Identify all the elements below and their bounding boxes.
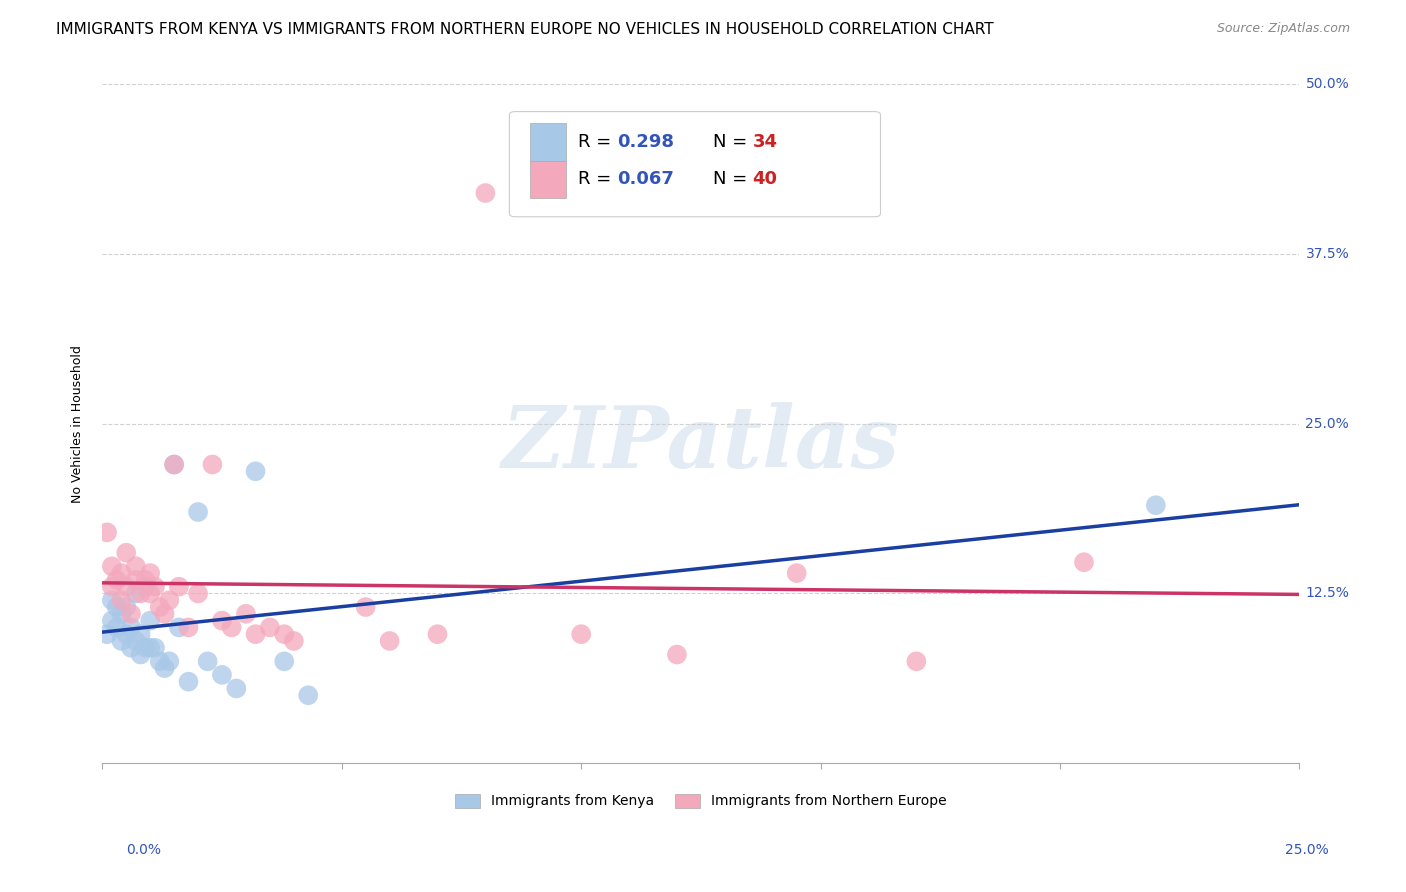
Point [143,580,166,594]
Point [105,620,128,634]
Point [120,640,142,655]
Point [426,627,449,641]
Point [115,580,138,594]
FancyBboxPatch shape [509,112,880,217]
Legend: Immigrants from Kenya, Immigrants from Northern Europe: Immigrants from Kenya, Immigrants from N… [450,788,952,814]
Text: 0.298: 0.298 [617,133,673,151]
Point [153,607,176,621]
Point [1144,498,1167,512]
Text: 25.0%: 25.0% [1306,417,1350,431]
Point [665,648,688,662]
Point [105,600,128,615]
Point [378,634,401,648]
Point [101,559,124,574]
Point [235,607,257,621]
Point [134,640,156,655]
Text: 0.067: 0.067 [617,170,673,188]
Point [211,668,233,682]
Point [474,186,496,200]
Point [157,593,180,607]
Point [273,654,295,668]
Point [354,600,377,615]
Point [283,634,305,648]
Point [187,505,209,519]
Point [125,634,148,648]
Point [129,627,152,641]
Point [167,580,190,594]
Point [120,620,142,634]
Point [297,688,319,702]
Point [125,573,148,587]
Point [149,600,172,615]
Point [569,627,592,641]
Point [245,627,267,641]
Point [115,627,138,641]
Point [101,580,124,594]
Point [187,586,209,600]
Text: 50.0%: 50.0% [1306,78,1350,92]
Point [101,614,124,628]
Point [177,674,200,689]
Point [125,586,148,600]
Point [134,580,156,594]
Point [96,627,118,641]
Point [259,620,281,634]
Point [110,593,132,607]
Point [163,458,186,472]
Point [167,620,190,634]
Text: 37.5%: 37.5% [1306,247,1350,261]
Point [157,654,180,668]
Text: R =: R = [578,170,617,188]
Point [197,654,219,668]
Text: R =: R = [578,133,617,151]
Point [110,566,132,580]
Point [905,654,928,668]
Point [221,620,243,634]
Point [211,614,233,628]
Point [153,661,176,675]
Point [139,614,162,628]
Text: 0.0%: 0.0% [127,843,162,857]
Point [96,525,118,540]
Point [139,640,162,655]
Text: 40: 40 [752,170,778,188]
Text: Source: ZipAtlas.com: Source: ZipAtlas.com [1216,22,1350,36]
Text: N =: N = [713,170,752,188]
Point [139,566,162,580]
Point [115,600,138,615]
Point [177,620,200,634]
Text: 34: 34 [752,133,778,151]
Point [273,627,295,641]
Text: IMMIGRANTS FROM KENYA VS IMMIGRANTS FROM NORTHERN EUROPE NO VEHICLES IN HOUSEHOL: IMMIGRANTS FROM KENYA VS IMMIGRANTS FROM… [56,22,994,37]
Text: ZIPatlas: ZIPatlas [502,402,900,486]
Point [163,458,186,472]
Point [201,458,224,472]
Point [225,681,247,696]
Bar [530,123,565,161]
Y-axis label: No Vehicles in Household: No Vehicles in Household [72,345,84,503]
Text: 25.0%: 25.0% [1285,843,1329,857]
Point [115,546,138,560]
Text: N =: N = [713,133,752,151]
Point [245,464,267,478]
Point [120,607,142,621]
Point [1073,555,1095,569]
Point [129,586,152,600]
Bar [530,161,565,198]
Point [101,593,124,607]
Point [134,573,156,587]
Text: 12.5%: 12.5% [1306,586,1350,600]
Point [110,634,132,648]
Point [149,654,172,668]
Point [105,573,128,587]
Point [110,607,132,621]
Point [129,648,152,662]
Point [139,586,162,600]
Point [125,559,148,574]
Point [143,640,166,655]
Point [786,566,808,580]
